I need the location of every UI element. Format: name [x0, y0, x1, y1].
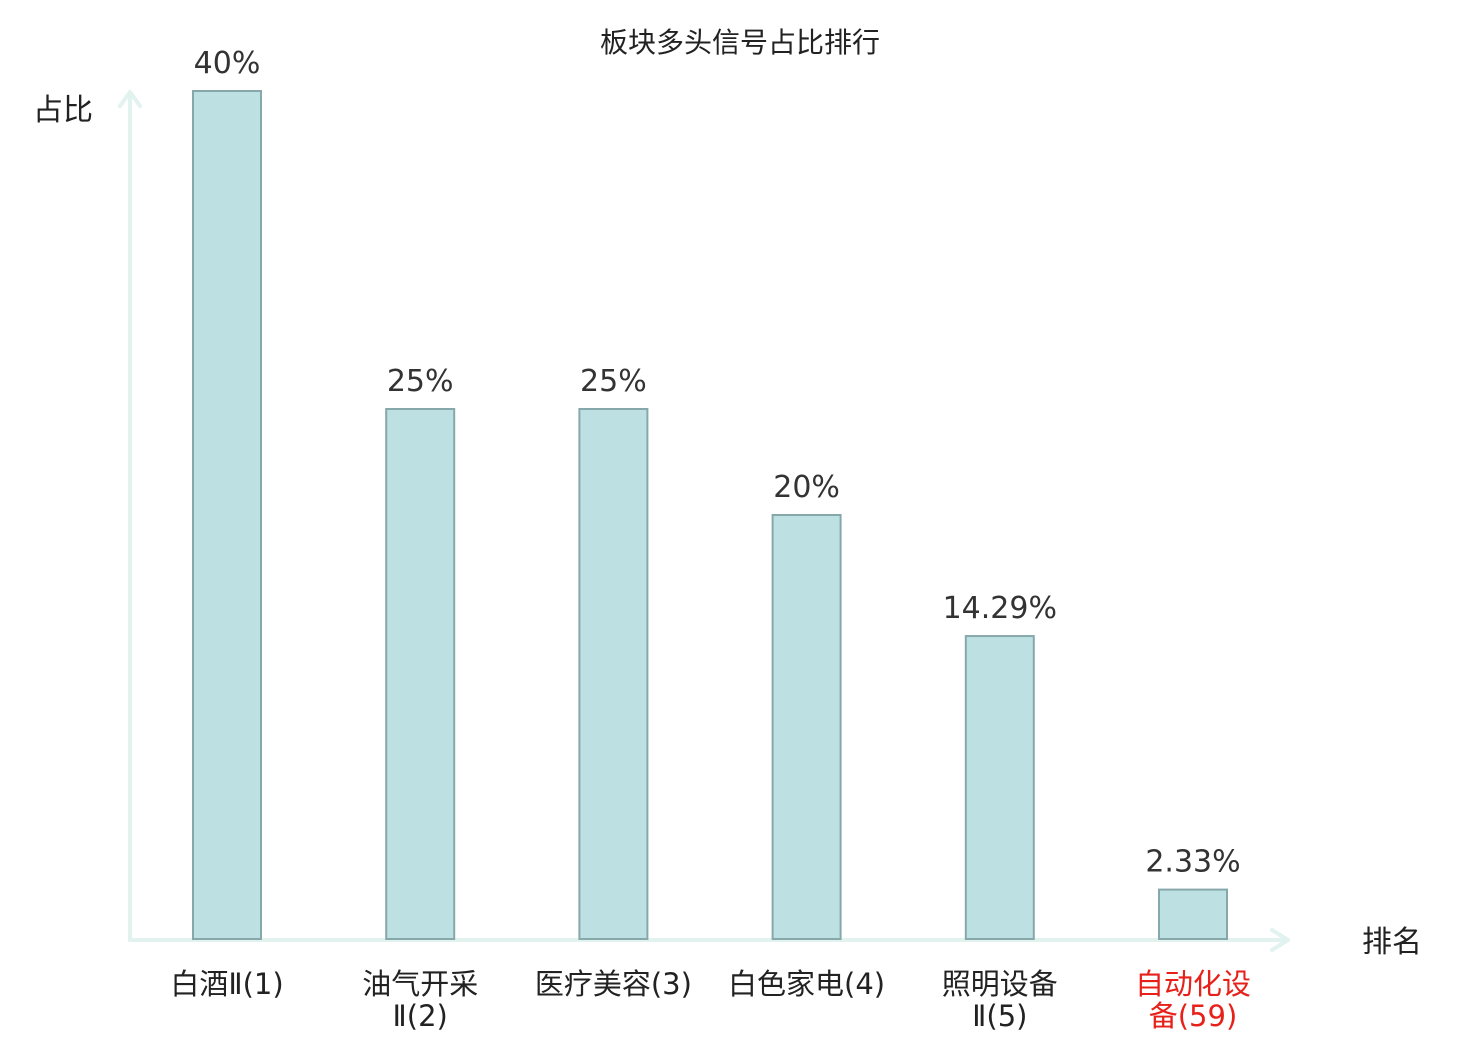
bar-3	[578, 408, 649, 940]
value-label-5: 14.29%	[943, 591, 1057, 626]
value-labels-group: 40% 25% 25% 20% 14.29% 2.33%	[194, 46, 1241, 880]
bars-group	[192, 90, 1228, 941]
bar-2	[385, 408, 456, 940]
chart-title: 板块多头信号占比排行	[600, 26, 880, 59]
bar-6	[1158, 888, 1228, 941]
category-label-2: 油气开采 Ⅱ(2)	[362, 967, 478, 1033]
category-labels-group: 白酒Ⅱ(1) 油气开采 Ⅱ(2) 医疗美容(3) 白色家电(4) 照明设备 Ⅱ(5) 自动化设…	[170, 967, 1251, 1033]
category-label-4: 白色家电(4)	[728, 967, 885, 1001]
category-label-line: Ⅱ(2)	[393, 999, 448, 1033]
category-label-line: 自动化设	[1135, 967, 1251, 1001]
y-axis-arrow-icon	[118, 90, 142, 108]
category-label-line: 油气开采	[362, 967, 478, 1001]
category-label-line: 白色家电(4)	[728, 967, 885, 1001]
category-label-line: Ⅱ(5)	[972, 999, 1027, 1033]
bar-5	[964, 635, 1035, 940]
x-axis-label: 排名	[1362, 925, 1422, 960]
category-label-line: 备(59)	[1149, 999, 1238, 1033]
axes	[118, 90, 1290, 952]
category-label-line: 白酒Ⅱ(1)	[170, 967, 283, 1001]
bar-1	[192, 90, 262, 940]
value-label-6: 2.33%	[1145, 845, 1240, 880]
category-label-line: 照明设备	[942, 967, 1058, 1001]
category-label-1: 白酒Ⅱ(1)	[170, 967, 283, 1001]
category-label-3: 医疗美容(3)	[535, 967, 692, 1001]
bar-4	[771, 514, 842, 940]
value-label-4: 20%	[773, 470, 840, 505]
category-label-5: 照明设备 Ⅱ(5)	[942, 967, 1058, 1033]
value-label-2: 25%	[387, 364, 454, 399]
category-label-line: 医疗美容(3)	[535, 967, 692, 1001]
y-axis-label: 占比	[33, 93, 93, 128]
category-label-6: 自动化设备(59)	[1135, 967, 1251, 1033]
value-label-1: 40%	[194, 46, 261, 81]
x-axis-arrow-icon	[1270, 928, 1290, 952]
value-label-3: 25%	[580, 364, 647, 399]
